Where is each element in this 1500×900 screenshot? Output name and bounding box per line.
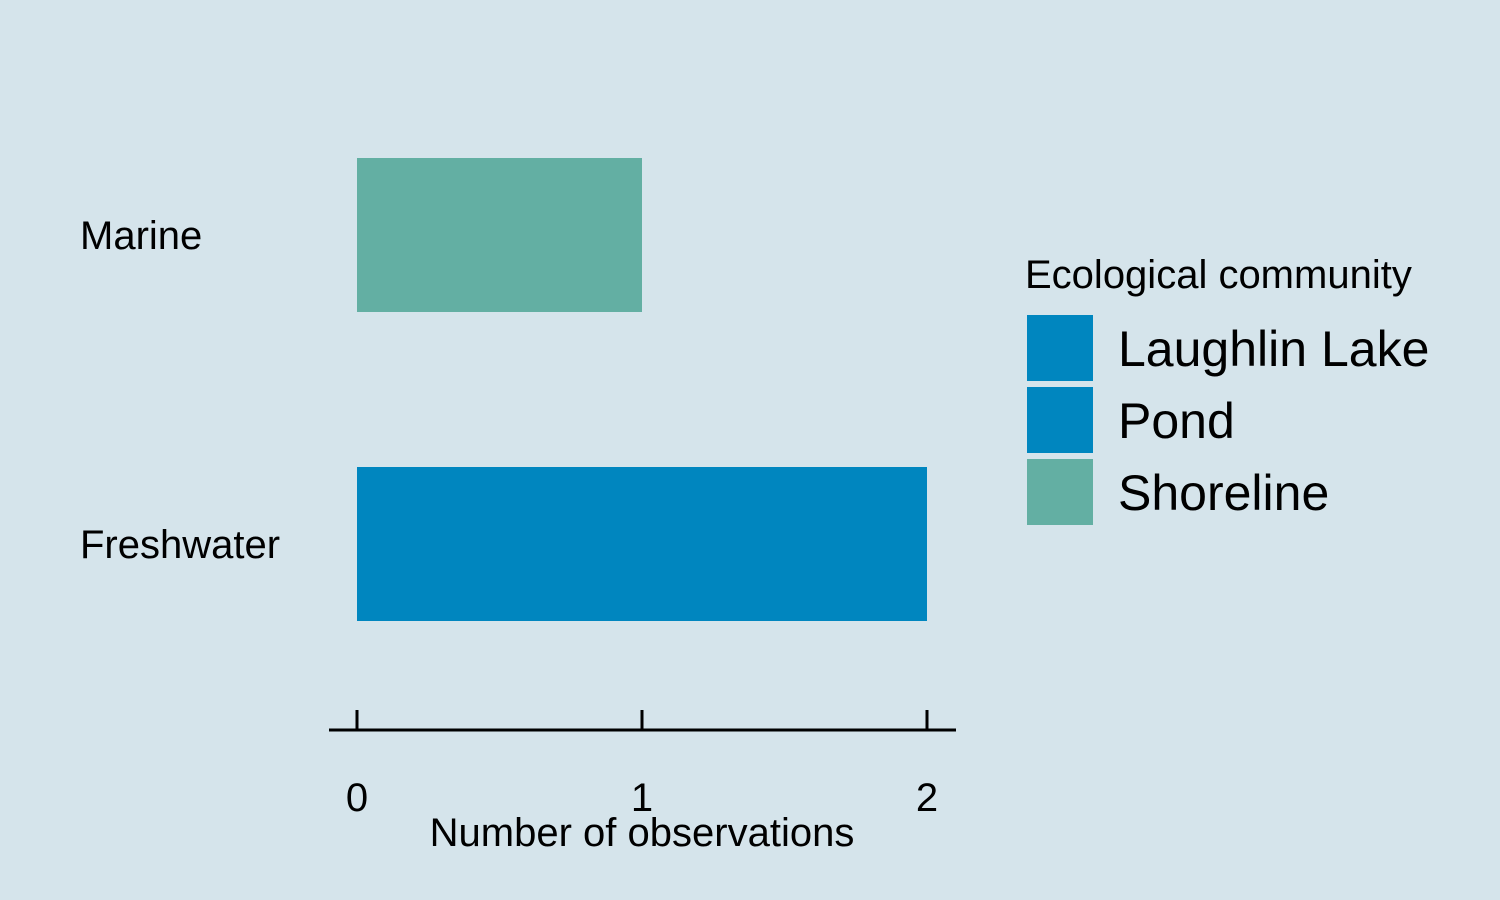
bar-freshwater-pond — [357, 467, 927, 621]
category-label-marine: Marine — [80, 214, 202, 258]
x-axis-title: Number of observations — [430, 811, 855, 855]
legend-swatch-pond — [1027, 387, 1093, 453]
bars-layer — [357, 158, 927, 621]
legend-label-laughlin-lake: Laughlin Lake — [1118, 321, 1429, 377]
legend-label-shoreline: Shoreline — [1118, 465, 1329, 521]
legend-swatch-shoreline — [1027, 459, 1093, 525]
legend-label-pond: Pond — [1118, 393, 1235, 449]
x-tick-label-2: 2 — [916, 776, 938, 820]
legend: Ecological community Laughlin Lake Pond Sh… — [1025, 253, 1429, 525]
x-tick-label-0: 0 — [346, 776, 368, 820]
bar-marine-shoreline — [357, 158, 642, 312]
category-labels: Marine Freshwater — [80, 214, 280, 567]
x-axis-ticks: 0 1 2 — [346, 710, 938, 820]
x-tick-label-1: 1 — [631, 776, 653, 820]
legend-title: Ecological community — [1025, 253, 1412, 297]
legend-swatch-laughlin-lake — [1027, 315, 1093, 381]
category-label-freshwater: Freshwater — [80, 523, 280, 567]
